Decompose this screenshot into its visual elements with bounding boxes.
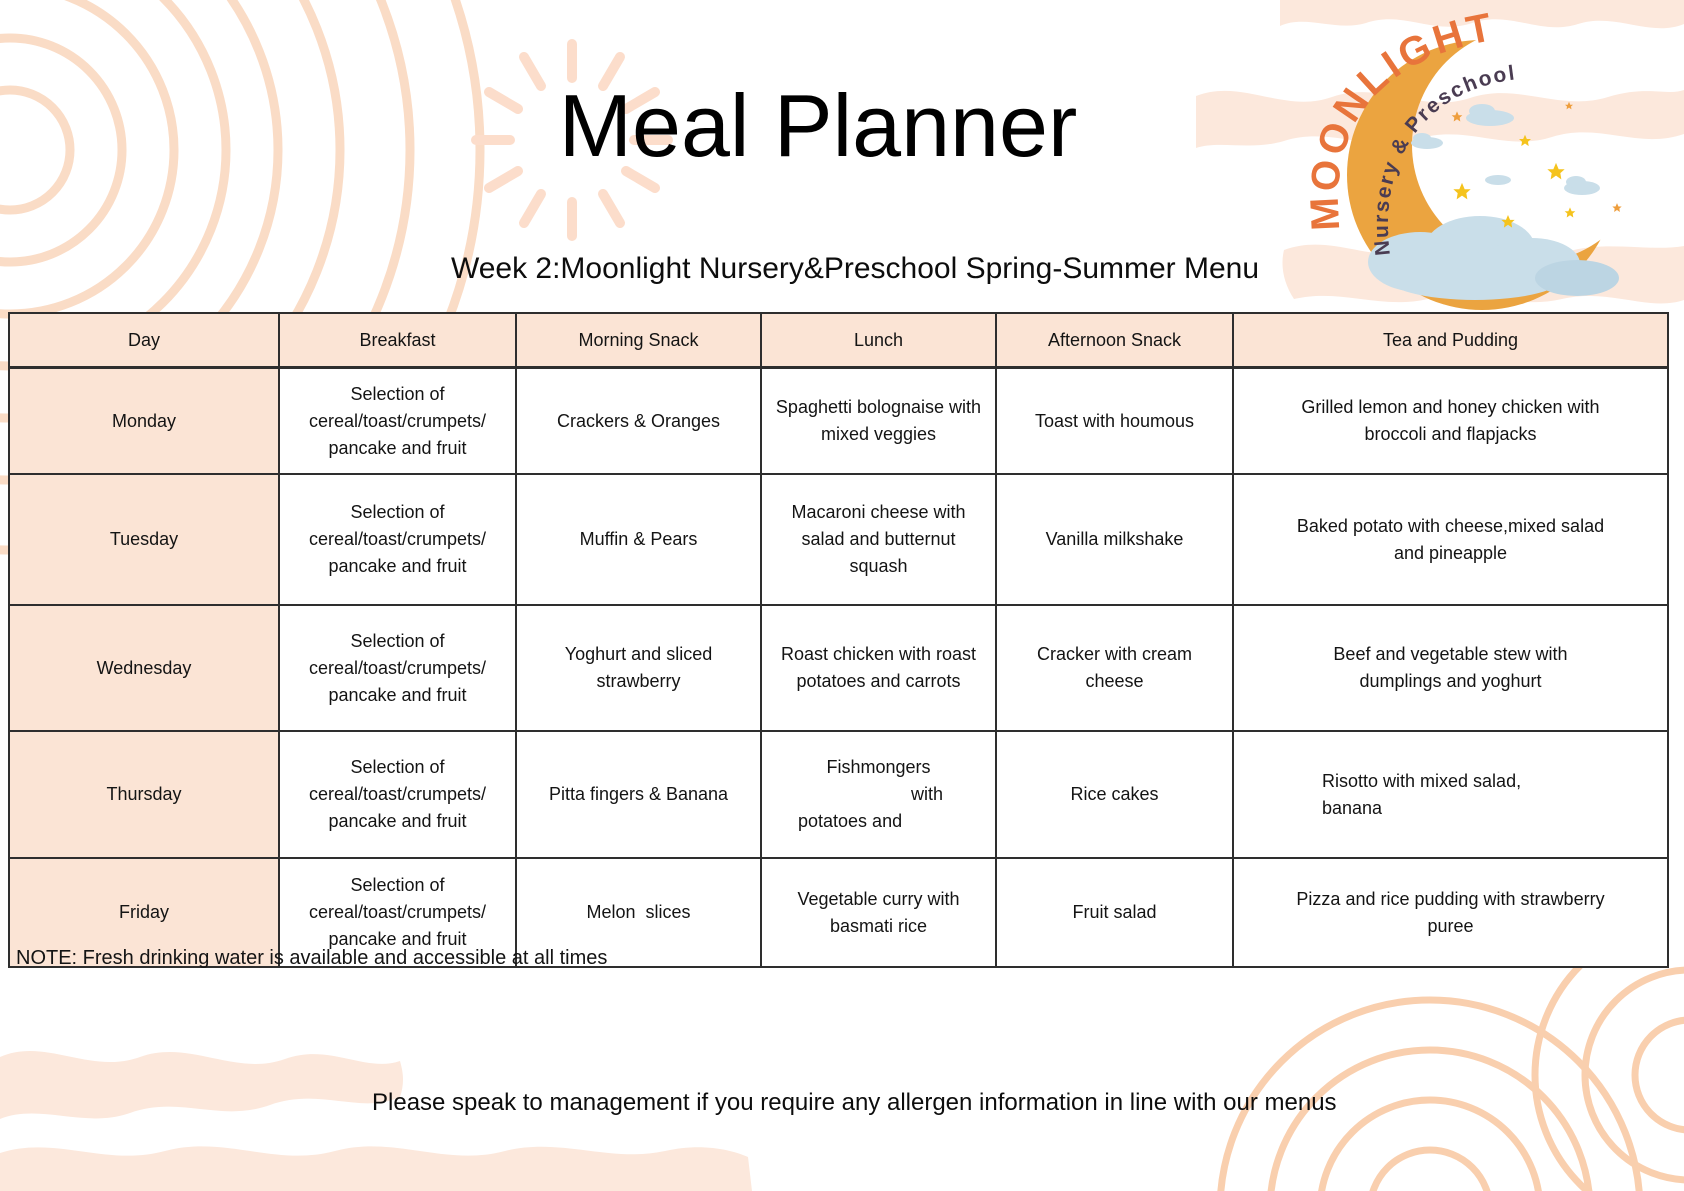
table-row: Wednesday Selection of cereal/toast/crump… [8,604,1669,732]
logo-brand-arc-text: MOONLIGHT [1303,5,1500,232]
meal-cell: Melon slices [515,857,762,968]
corner-rings-bottom-right-decoration [1217,940,1684,1191]
meal-cell-line: potatoes and [798,811,903,831]
header-row: Day Breakfast Morning Snack Lunch Aftern… [8,312,1669,369]
day-cell: Wednesday [8,604,280,732]
meal-cell: Selection of cereal/toast/crumpets/ panc… [278,473,517,606]
meal-cell: Selection of cereal/toast/crumpets/ panc… [278,604,517,732]
table-row: Friday Selection of cereal/toast/crumpets… [8,857,1669,968]
meal-cell: Vegetable curry with basmati rice [760,857,997,968]
meal-cell-line: with [910,784,943,804]
meal-cell: Macaroni cheese with salad and butternut… [760,473,997,606]
cloud-icon [1368,104,1600,300]
col-header-breakfast: Breakfast [278,312,517,369]
meal-cell: Crackers & Oranges [515,366,762,475]
col-header-lunch: Lunch [760,312,997,369]
col-header-afternoon-snack: Afternoon Snack [995,312,1234,369]
allergen-footer: Please speak to management if you requir… [372,1089,1337,1116]
day-cell: Thursday [8,730,280,859]
meal-cell: Beef and vegetable stew with dumplings a… [1232,604,1669,732]
meal-cell: Toast with houmous [995,366,1234,475]
crescent-moon-icon [1347,40,1617,310]
meal-cell: Selection of cereal/toast/crumpets/ panc… [278,857,517,968]
meal-table-body: Monday Selection of cereal/toast/crumpets… [8,366,1669,968]
wave-stripes-bottom-left-decoration [0,1051,752,1191]
day-cell: Tuesday [8,473,280,606]
meal-cell-line: Fishmongers [826,757,931,777]
meal-table-header: Day Breakfast Morning Snack Lunch Aftern… [8,312,1669,369]
meal-cell: Selection of cereal/toast/crumpets/ panc… [278,730,517,859]
week-subtitle: Week 2:Moonlight Nursery&Preschool Sprin… [450,252,1260,285]
meal-cell: Grilled lemon and honey chicken with bro… [1232,366,1669,475]
day-cell: Friday [8,857,280,968]
meal-cell: Rice cakes [995,730,1234,859]
col-header-morning-snack: Morning Snack [515,312,762,369]
meal-cell-line: Risotto with mixed salad, [1322,770,1522,791]
meal-cell: Yoghurt and sliced strawberry [515,604,762,732]
meal-cell: Vanilla milkshake [995,473,1234,606]
logo-tagline-arc-text: Nursery & Preschool [1370,61,1518,256]
page-title: Meal Planner [558,76,1078,175]
col-header-day: Day [8,312,280,369]
table-row: Tuesday Selection of cereal/toast/crumpet… [8,473,1669,606]
star-icon [1451,101,1622,228]
meal-cell: Fishmongers with potatoes and [760,730,997,859]
meal-cell: Muffin & Pears [515,473,762,606]
day-cell: Monday [8,366,280,475]
water-note: NOTE: Fresh drinking water is available … [16,947,608,969]
table-row: Thursday Selection of cereal/toast/crumpe… [8,730,1669,859]
meal-cell: Spaghetti bolognaise with mixed veggies [760,366,997,475]
wave-stripes-top-right-decoration [1196,0,1684,304]
meal-cell: Roast chicken with roast potatoes and ca… [760,604,997,732]
meal-cell: Fruit salad [995,857,1234,968]
meal-cell-line: banana [1322,797,1383,818]
table-row: Monday Selection of cereal/toast/crumpets… [8,366,1669,475]
cloud-icon [1535,260,1619,296]
meal-cell: Selection of cereal/toast/crumpets/ panc… [278,366,517,475]
meal-cell: Pizza and rice pudding with strawberry p… [1232,857,1669,968]
meal-cell: Pitta fingers & Banana [515,730,762,859]
meal-cell: Baked potato with cheese,mixed salad and… [1232,473,1669,606]
col-header-tea-and-pudding: Tea and Pudding [1232,312,1669,369]
meal-cell: Cracker with cream cheese [995,604,1234,732]
meal-cell: Risotto with mixed salad, banana [1232,730,1669,859]
meal-planner-table: Day Breakfast Morning Snack Lunch Aftern… [8,312,1669,968]
